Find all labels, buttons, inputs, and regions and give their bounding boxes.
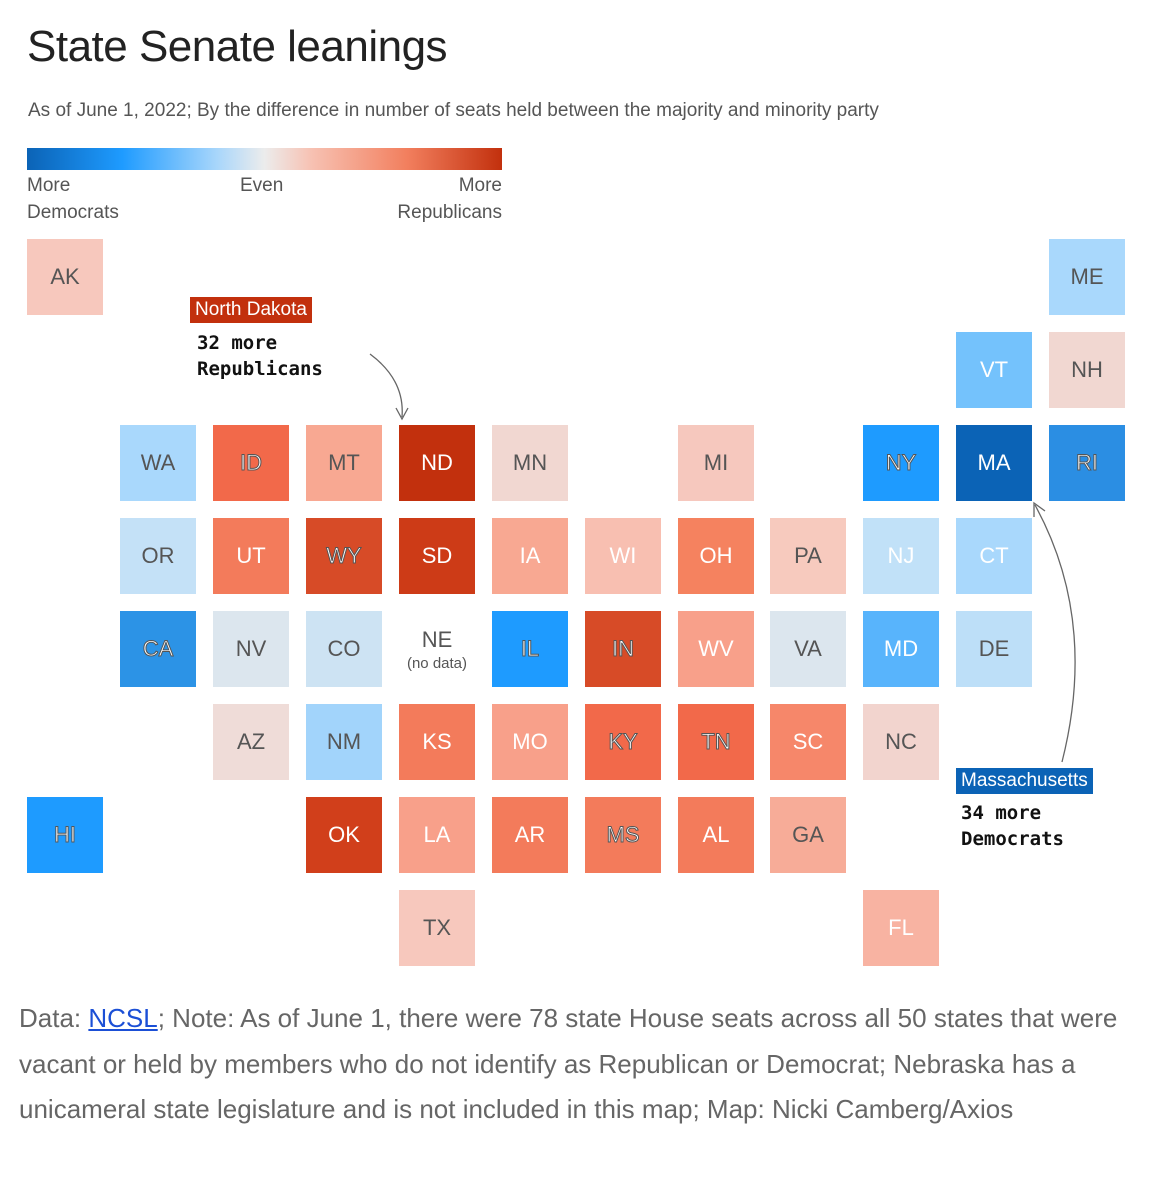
state-tile-nh[interactable]: NH	[1049, 332, 1125, 408]
state-tile-wi[interactable]: WI	[585, 518, 661, 594]
north-dakota-callout-text: 32 more Republicans	[197, 332, 323, 380]
legend-label-democrats: More Democrats	[27, 175, 119, 223]
state-tile-wa[interactable]: WA	[120, 425, 196, 501]
massachusetts-callout-label: Massachusetts	[956, 768, 1093, 794]
state-tile-de[interactable]: DE	[956, 611, 1032, 687]
state-tile-va[interactable]: VA	[770, 611, 846, 687]
state-tile-in[interactable]: IN	[585, 611, 661, 687]
legend-label-republicans: More Republicans	[397, 175, 502, 223]
legend-label-even: Even	[240, 175, 284, 196]
footer-note: Data: NCSL; Note: As of June 1, there we…	[19, 1003, 1118, 1124]
state-tile-nm[interactable]: NM	[306, 704, 382, 780]
state-tile-me[interactable]: ME	[1049, 239, 1125, 315]
state-tile-hi[interactable]: HI	[27, 797, 103, 873]
state-tile-ca[interactable]: CA	[120, 611, 196, 687]
state-tile-nv[interactable]: NV	[213, 611, 289, 687]
state-tile-il[interactable]: IL	[492, 611, 568, 687]
state-tile-ri[interactable]: RI	[1049, 425, 1125, 501]
state-tile-mi[interactable]: MI	[678, 425, 754, 501]
state-tile-az[interactable]: AZ	[213, 704, 289, 780]
state-tile-co[interactable]: CO	[306, 611, 382, 687]
north-dakota-callout-label: North Dakota	[190, 297, 312, 323]
subtitle: As of June 1, 2022; By the difference in…	[28, 100, 879, 121]
massachusetts-arrow	[1034, 504, 1076, 763]
page-title: State Senate leanings	[27, 22, 448, 71]
state-tile-pa[interactable]: PA	[770, 518, 846, 594]
state-tile-ct[interactable]: CT	[956, 518, 1032, 594]
state-tile-ia[interactable]: IA	[492, 518, 568, 594]
state-tile-ny[interactable]: NY	[863, 425, 939, 501]
state-tile-wv[interactable]: WV	[678, 611, 754, 687]
state-tile-md[interactable]: MD	[863, 611, 939, 687]
north-dakota-arrow	[369, 353, 403, 418]
state-tile-ak[interactable]: AK	[27, 239, 103, 315]
state-tile-mt[interactable]: MT	[306, 425, 382, 501]
state-tile-id[interactable]: ID	[213, 425, 289, 501]
state-tile-nc[interactable]: NC	[863, 704, 939, 780]
massachusetts-arrowhead	[1033, 501, 1046, 517]
state-tile-ar[interactable]: AR	[492, 797, 568, 873]
state-tile-tx[interactable]: TX	[399, 890, 475, 966]
state-tile-or[interactable]: OR	[120, 518, 196, 594]
state-tile-ok[interactable]: OK	[306, 797, 382, 873]
state-tile-ms[interactable]: MS	[585, 797, 661, 873]
state-tile-ky[interactable]: KY	[585, 704, 661, 780]
state-tile-nd[interactable]: ND	[399, 425, 475, 501]
state-tile-vt[interactable]: VT	[956, 332, 1032, 408]
state-tile-wy[interactable]: WY	[306, 518, 382, 594]
north-dakota-arrowhead	[395, 407, 409, 421]
state-tile-oh[interactable]: OH	[678, 518, 754, 594]
state-tile-mo[interactable]: MO	[492, 704, 568, 780]
state-tile-ga[interactable]: GA	[770, 797, 846, 873]
state-tile-tn[interactable]: TN	[678, 704, 754, 780]
state-tile-sc[interactable]: SC	[770, 704, 846, 780]
color-legend-bar	[27, 148, 502, 170]
state-tile-fl[interactable]: FL	[863, 890, 939, 966]
state-tile-al[interactable]: AL	[678, 797, 754, 873]
state-tile-ut[interactable]: UT	[213, 518, 289, 594]
no-data-note: (no data)	[406, 654, 468, 672]
state-tile-mn[interactable]: MN	[492, 425, 568, 501]
state-tile-ne: NE (no data)	[399, 611, 475, 687]
state-tile-la[interactable]: LA	[399, 797, 475, 873]
ncsl-source-link[interactable]: NCSL	[88, 1003, 158, 1033]
state-tile-ma[interactable]: MA	[956, 425, 1032, 501]
state-tile-nj[interactable]: NJ	[863, 518, 939, 594]
state-tile-sd[interactable]: SD	[399, 518, 475, 594]
massachusetts-callout-text: 34 more Democrats	[961, 802, 1064, 850]
state-tile-ks[interactable]: KS	[399, 704, 475, 780]
